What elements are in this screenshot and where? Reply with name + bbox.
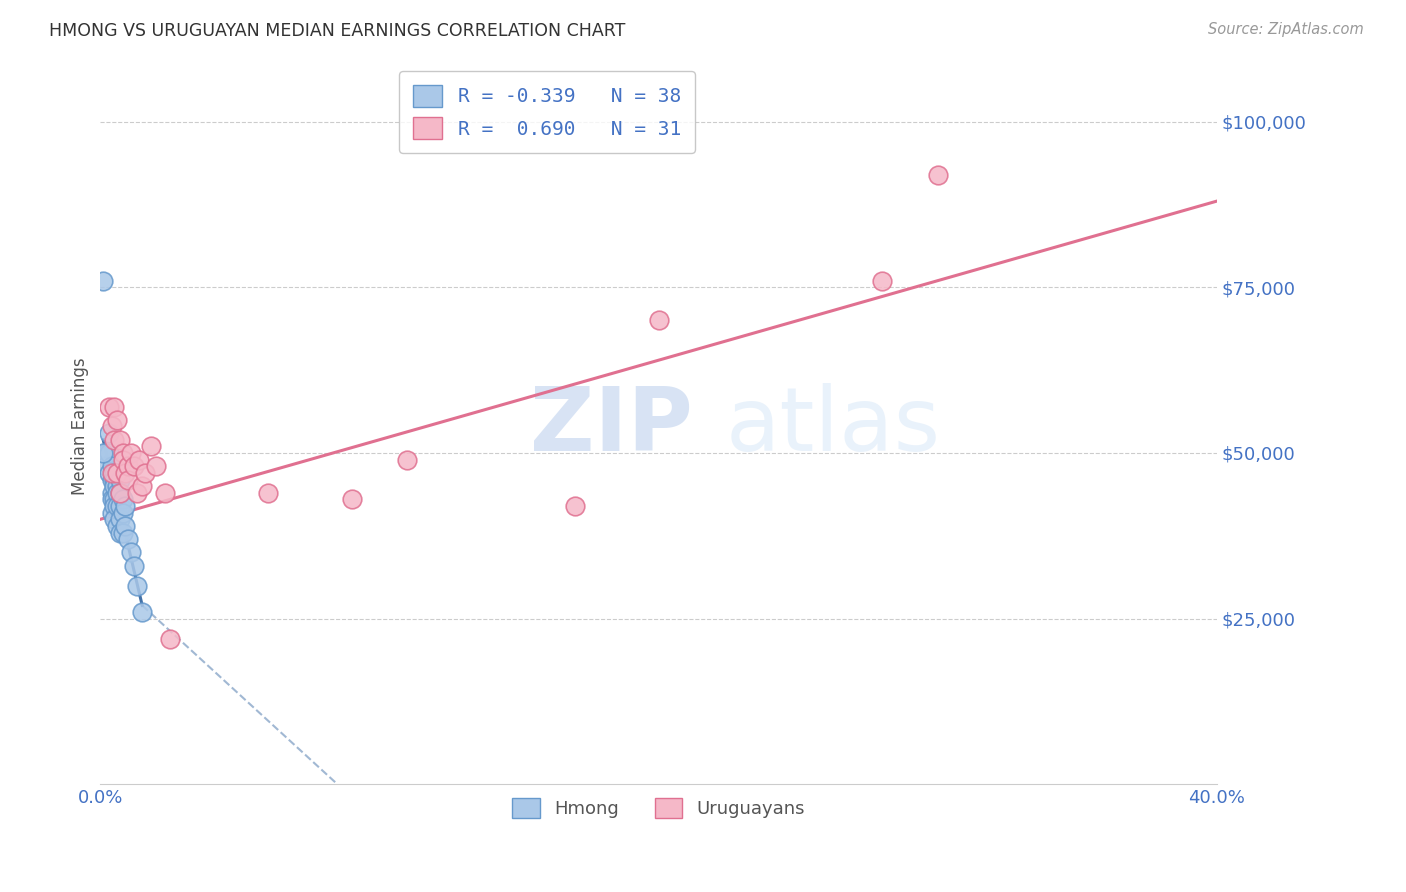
Point <box>564 499 586 513</box>
Point <box>120 545 142 559</box>
Point <box>105 485 128 500</box>
Point <box>125 485 148 500</box>
Point <box>111 452 134 467</box>
Point <box>120 446 142 460</box>
Point <box>111 446 134 460</box>
Point <box>108 433 131 447</box>
Y-axis label: Median Earnings: Median Earnings <box>72 358 89 495</box>
Point <box>114 499 136 513</box>
Point <box>159 632 181 646</box>
Point <box>134 466 156 480</box>
Point <box>94 446 117 460</box>
Point <box>139 439 162 453</box>
Point <box>256 485 278 500</box>
Point <box>91 446 114 460</box>
Point <box>103 466 125 480</box>
Point <box>100 506 122 520</box>
Point <box>97 466 120 480</box>
Point <box>100 473 122 487</box>
Point <box>100 466 122 480</box>
Point <box>103 400 125 414</box>
Point <box>105 466 128 480</box>
Text: Source: ZipAtlas.com: Source: ZipAtlas.com <box>1208 22 1364 37</box>
Point <box>100 485 122 500</box>
Point <box>111 492 134 507</box>
Point <box>117 532 139 546</box>
Point <box>125 578 148 592</box>
Point <box>105 479 128 493</box>
Point <box>108 499 131 513</box>
Point <box>103 473 125 487</box>
Point <box>122 558 145 573</box>
Point <box>114 466 136 480</box>
Point <box>103 433 125 447</box>
Point <box>100 459 122 474</box>
Point <box>100 492 122 507</box>
Point <box>97 426 120 441</box>
Point <box>396 452 419 467</box>
Point <box>108 525 131 540</box>
Point <box>117 473 139 487</box>
Point <box>105 499 128 513</box>
Point <box>108 473 131 487</box>
Point <box>108 485 131 500</box>
Point <box>122 459 145 474</box>
Point <box>94 459 117 474</box>
Text: HMONG VS URUGUAYAN MEDIAN EARNINGS CORRELATION CHART: HMONG VS URUGUAYAN MEDIAN EARNINGS CORRE… <box>49 22 626 40</box>
Point <box>103 479 125 493</box>
Point <box>108 485 131 500</box>
Point <box>870 274 893 288</box>
Point <box>91 274 114 288</box>
Legend: Hmong, Uruguayans: Hmong, Uruguayans <box>505 791 813 825</box>
Point <box>131 605 153 619</box>
Point <box>927 168 949 182</box>
Text: atlas: atlas <box>725 383 941 470</box>
Point <box>153 485 176 500</box>
Point <box>340 492 363 507</box>
Point <box>647 313 669 327</box>
Point <box>111 506 134 520</box>
Point <box>103 492 125 507</box>
Point <box>108 512 131 526</box>
Point <box>100 419 122 434</box>
Point <box>103 512 125 526</box>
Point <box>131 479 153 493</box>
Point <box>105 413 128 427</box>
Point <box>114 519 136 533</box>
Text: ZIP: ZIP <box>530 383 693 470</box>
Point <box>117 459 139 474</box>
Point <box>145 459 167 474</box>
Point <box>97 400 120 414</box>
Point <box>128 452 150 467</box>
Point <box>97 446 120 460</box>
Point <box>103 499 125 513</box>
Point <box>105 519 128 533</box>
Point <box>105 466 128 480</box>
Point <box>111 525 134 540</box>
